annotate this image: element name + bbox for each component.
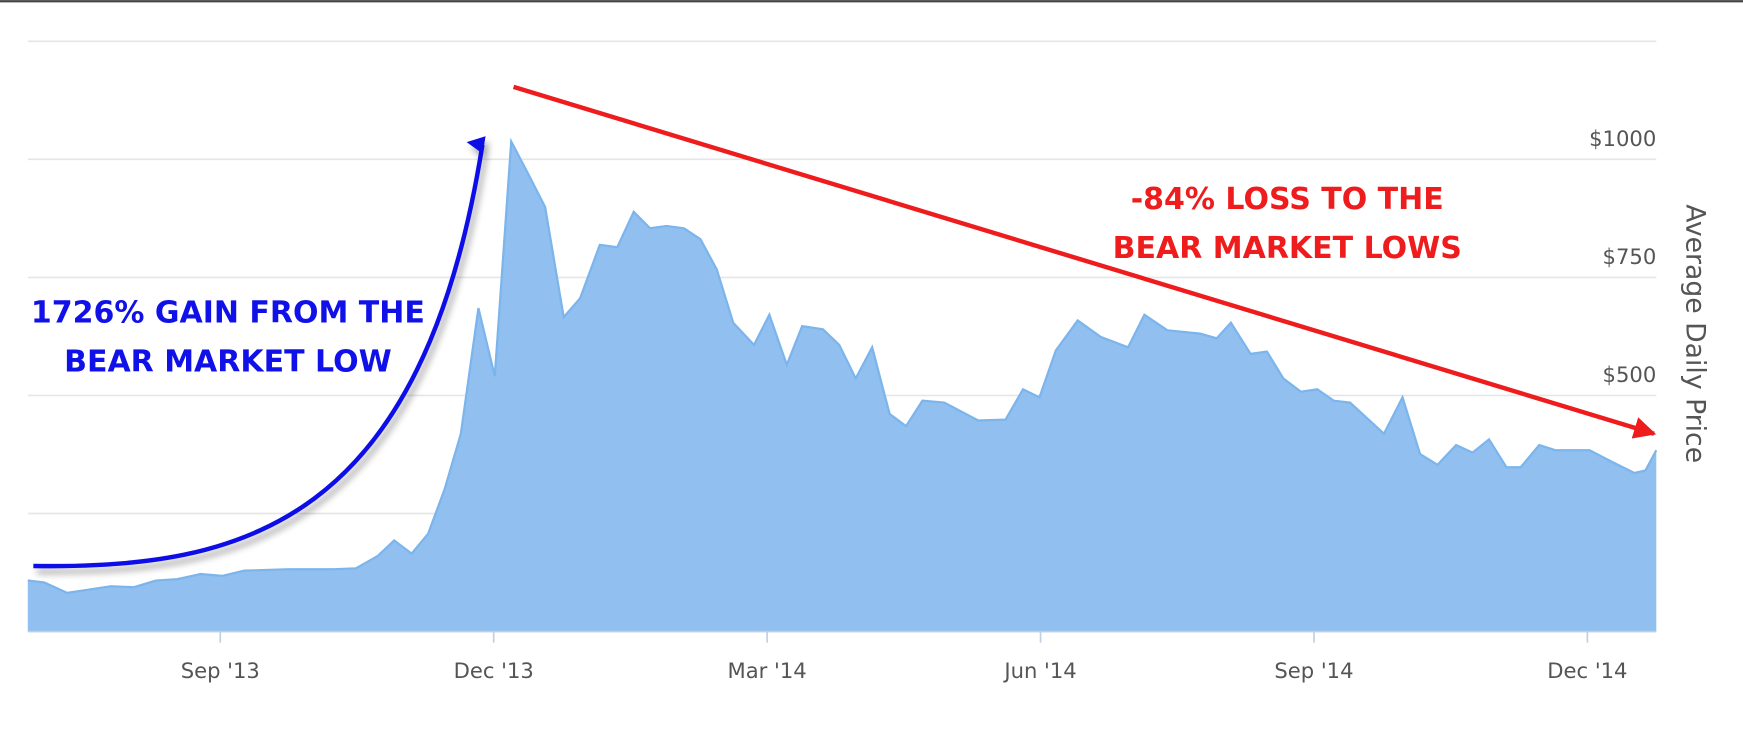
x-tick-label: Mar '14 [728, 658, 807, 683]
area-line [27, 137, 1658, 595]
annotation: -84% LOSS TO THE [1131, 182, 1444, 217]
y-axis-title: Average Daily Price [1679, 204, 1710, 463]
x-tick-label: Dec '13 [454, 658, 534, 683]
y-tick-label: $500 [1603, 362, 1657, 387]
annotation: 1726% GAIN FROM THE [31, 296, 425, 331]
x-tick-label: Sep '14 [1274, 658, 1353, 683]
y-tick-label: $750 [1603, 244, 1657, 269]
x-tick-label: Jun '14 [1002, 658, 1076, 683]
annotation: BEAR MARKET LOWS [1113, 231, 1462, 266]
x-tick-label: Sep '13 [181, 658, 260, 683]
loss-arrow [512, 84, 1657, 439]
x-tick-label: Dec '14 [1547, 658, 1627, 683]
area [27, 141, 1657, 632]
y-tick-label: $1000 [1589, 126, 1656, 151]
annotation: BEAR MARKET LOW [64, 344, 392, 379]
gain-arrow [33, 136, 486, 569]
